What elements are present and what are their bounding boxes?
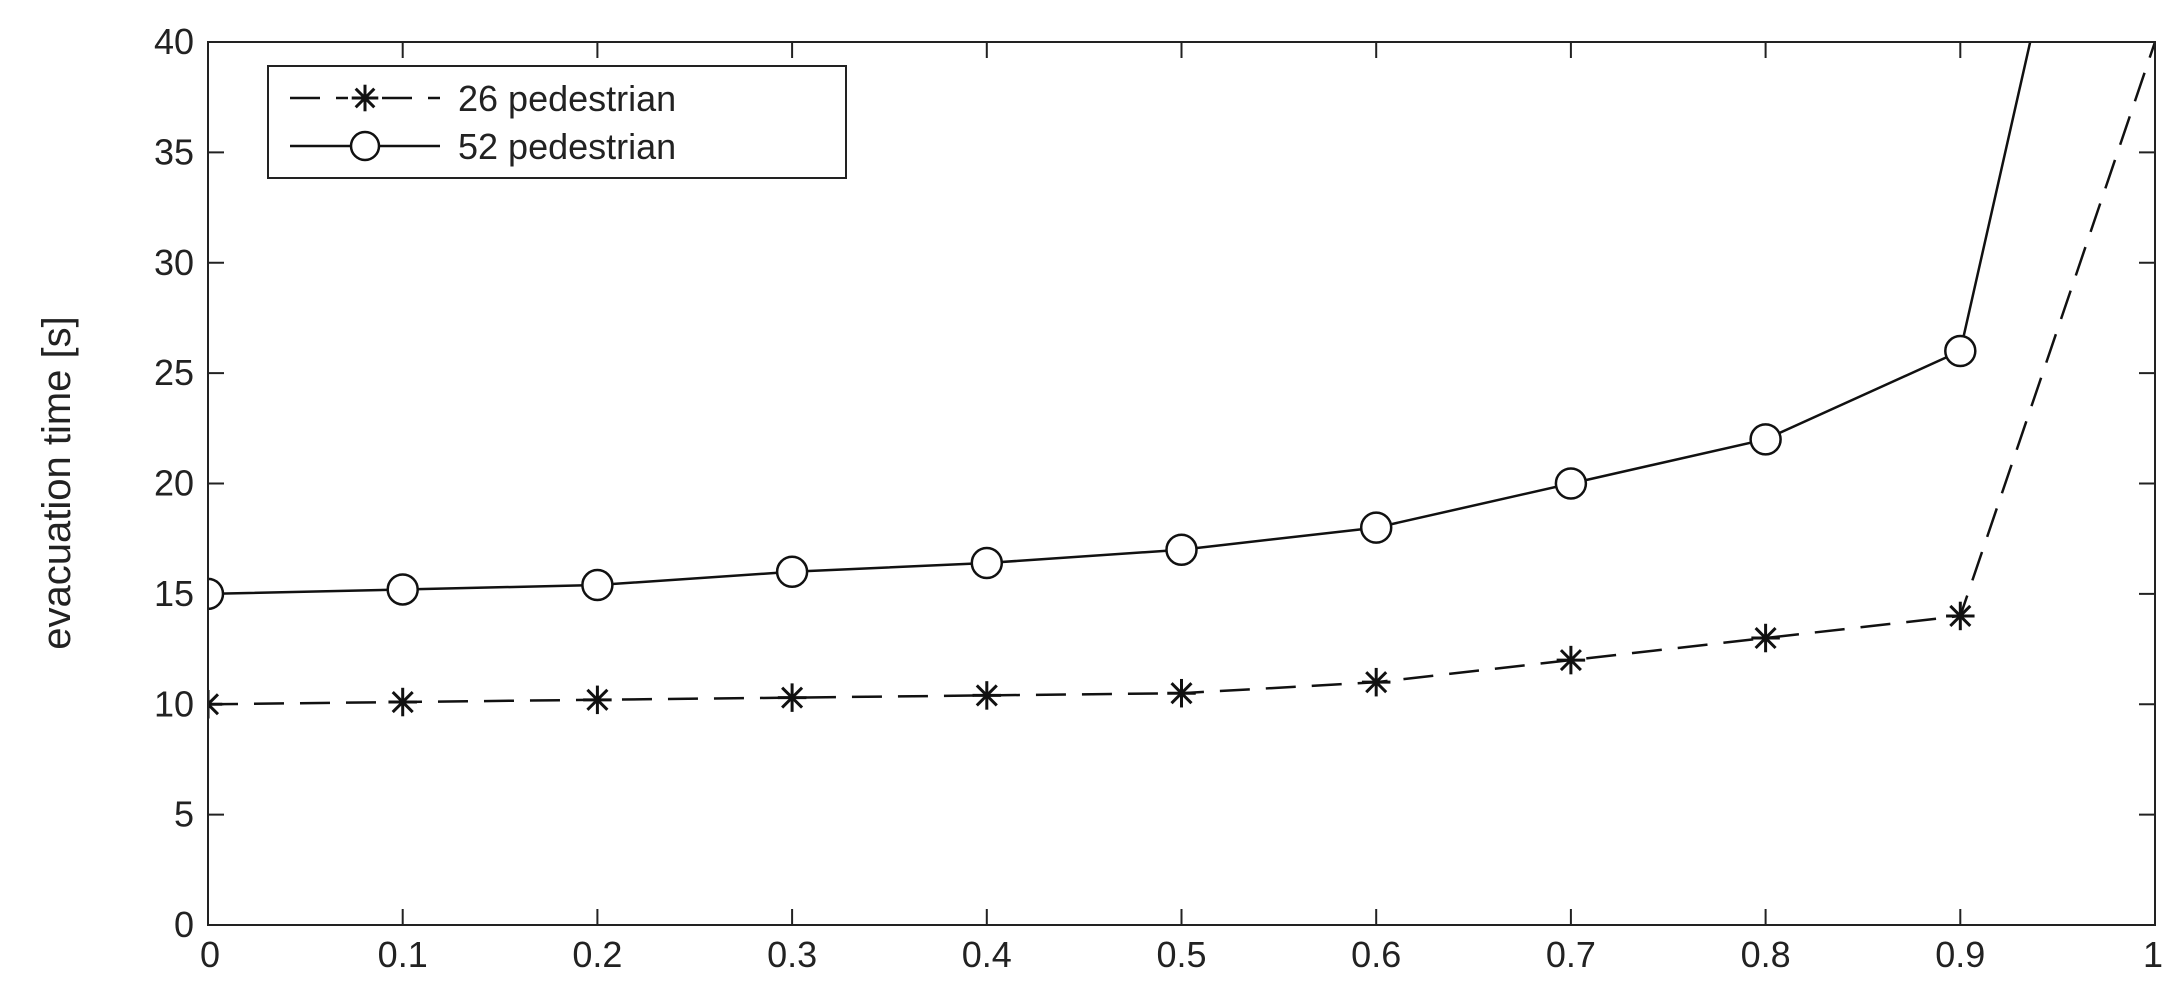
series-0-point: [972, 681, 1002, 710]
y-tick-label: 15: [154, 573, 194, 614]
x-tick-label: 0.6: [1351, 934, 1401, 975]
series-0-point: [388, 687, 417, 717]
series-0-point: [583, 685, 612, 715]
x-axis: 0 0.1 0.2 0.3 0.4 0.5 0.6 0.7 0.8 0.9 1: [200, 42, 2163, 975]
y-tick-label: 25: [154, 352, 194, 393]
series-1-point: [581, 568, 614, 602]
x-tick-label: 0.8: [1741, 934, 1791, 975]
plot-background: [208, 42, 2155, 925]
legend-marker-0: [351, 84, 379, 112]
series-1-point: [386, 573, 419, 606]
x-tick-label: 0.1: [378, 934, 428, 975]
series-0-point: [1361, 667, 1391, 697]
series-0-point: [1167, 678, 1196, 708]
series-1-point: [1749, 423, 1782, 456]
x-tick-label: 0.7: [1546, 934, 1596, 975]
series-1-point: [1554, 467, 1588, 500]
x-tick-label: 0: [200, 934, 220, 975]
x-tick-label: 0.9: [1935, 934, 1985, 975]
x-tick-label: 1: [2143, 934, 2163, 975]
series-0-point: [777, 683, 807, 712]
series-1-point: [1944, 334, 1977, 368]
x-tick-label: 0.2: [572, 934, 622, 975]
series-1-point: [208, 577, 225, 611]
series-1-point: [775, 555, 809, 589]
y-tick-label: 30: [154, 242, 194, 283]
series-0-point: [208, 690, 223, 719]
y-tick-label: 10: [154, 683, 194, 724]
y-axis: 0 5 10 15 20 25 30 35 40: [154, 21, 2155, 945]
legend: 26 pedestrian 52 pedestrian: [267, 65, 847, 179]
x-tick-label: 0.3: [767, 934, 817, 975]
legend-label-1: 52 pedestrian: [458, 126, 676, 167]
plot-frame: [207, 41, 2156, 926]
y-axis-label: evacuation time [s]: [35, 316, 79, 650]
series-0-point: [1556, 645, 1586, 675]
series-layer: [208, 42, 2155, 719]
series-0-point: [1946, 601, 1975, 631]
y-tick-label: 5: [174, 794, 194, 835]
series-1-point: [1359, 511, 1393, 544]
x-tick-label: 0.5: [1156, 934, 1206, 975]
y-tick-label: 20: [154, 463, 194, 504]
y-tick-label: 40: [154, 21, 194, 62]
legend-marker-1: [349, 130, 381, 162]
series-1-point: [970, 546, 1004, 580]
series-0-point: [1751, 623, 1780, 653]
series-1-point: [1165, 533, 1198, 566]
legend-label-0: 26 pedestrian: [458, 78, 676, 119]
y-tick-label: 35: [154, 131, 194, 172]
y-tick-label: 0: [174, 904, 194, 945]
x-tick-label: 0.4: [962, 934, 1012, 975]
